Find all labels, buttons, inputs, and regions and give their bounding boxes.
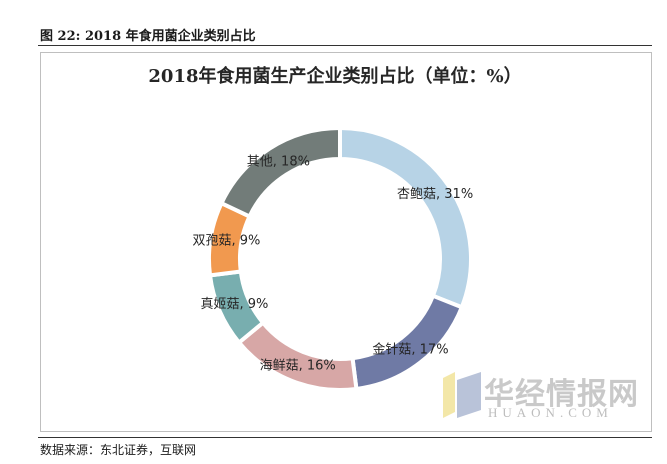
donut-slice-6 bbox=[218, 125, 342, 220]
watermark-logo-right-shape bbox=[457, 372, 481, 418]
watermark-domain: HUAON.COM bbox=[488, 405, 613, 420]
data-label-4: 真姬菇, 9% bbox=[201, 297, 269, 312]
caption-rule bbox=[38, 45, 652, 46]
data-label-2: 金针菇, 17% bbox=[372, 341, 448, 357]
data-label-3: 海鲜菇, 16% bbox=[260, 358, 336, 373]
watermark-name: 华经情报网 bbox=[484, 377, 639, 412]
watermark-logo bbox=[443, 372, 481, 418]
data-label-5: 双孢菇, 9% bbox=[192, 234, 260, 249]
donut-slice-1 bbox=[338, 125, 473, 310]
data-label-6: 其他, 18% bbox=[247, 154, 310, 169]
chart-title: 2018年食用菌生产企业类别占比（单位：%） bbox=[148, 66, 522, 87]
source-note: 数据来源：东北证券，互联网 bbox=[40, 443, 197, 457]
source-rule bbox=[38, 437, 652, 438]
chart-frame bbox=[40, 52, 652, 432]
donut-slice-3 bbox=[236, 319, 359, 392]
watermark-logo-left-shape bbox=[443, 372, 455, 418]
data-label-1: 杏鲍菇, 31% bbox=[397, 187, 473, 202]
figure-caption: 图 22: 2018 年食用菌企业类别占比 bbox=[40, 29, 256, 44]
